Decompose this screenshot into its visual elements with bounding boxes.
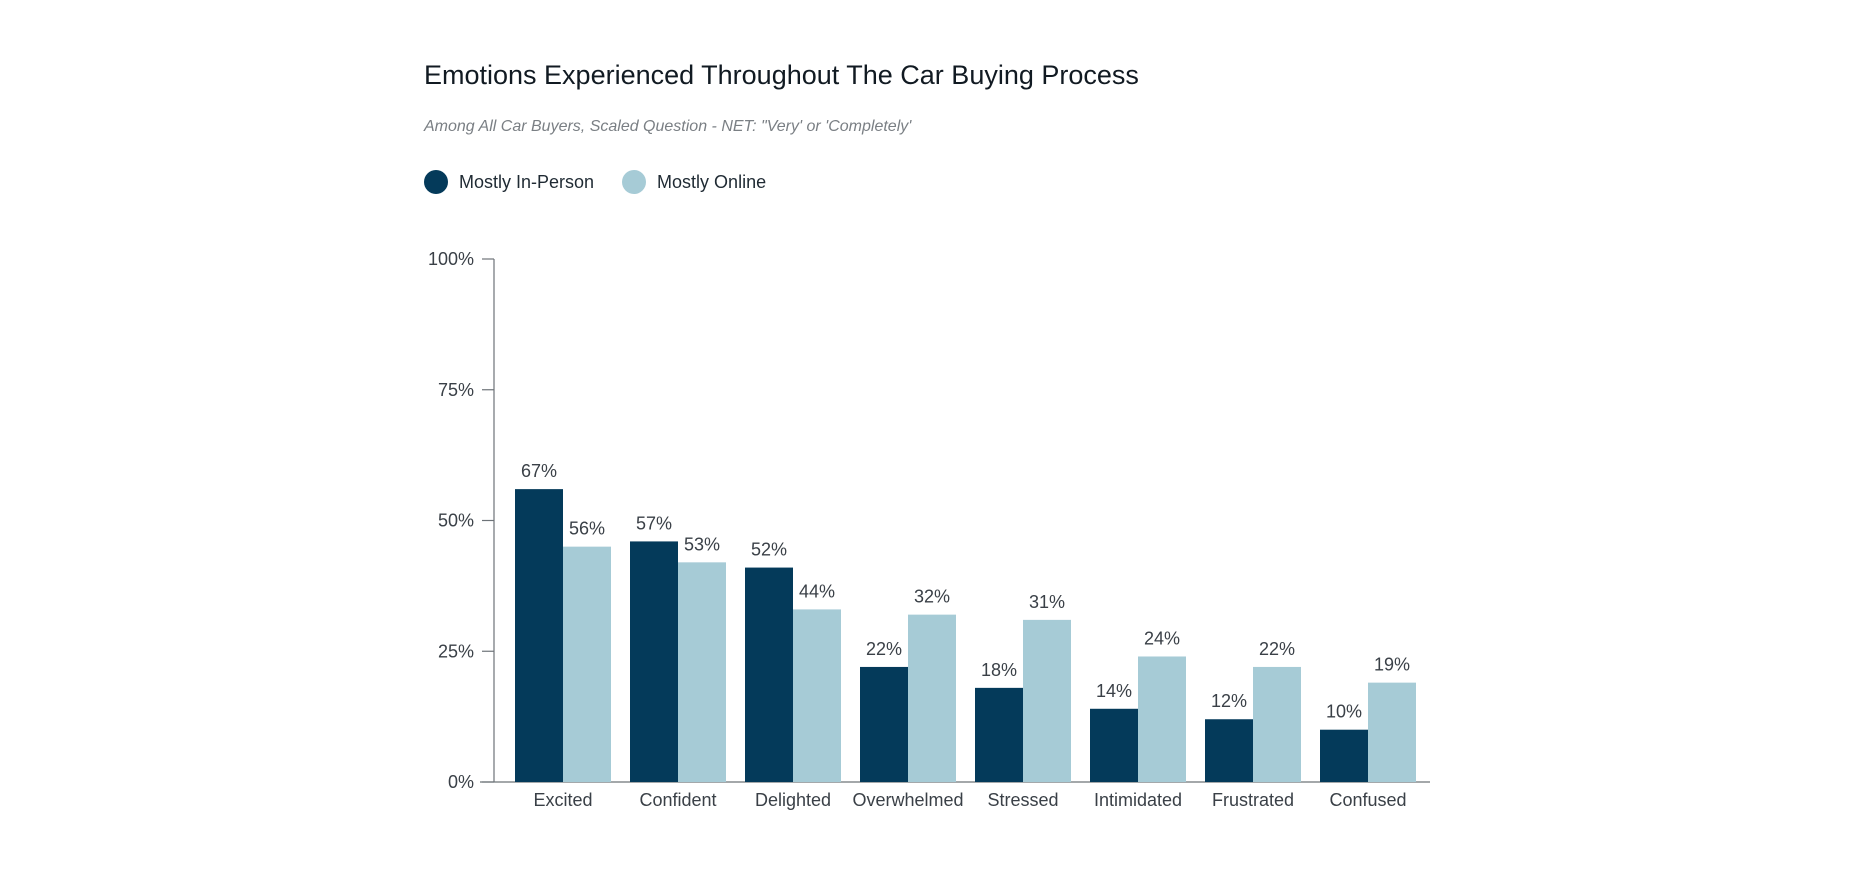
- x-category-label: Confident: [639, 790, 716, 810]
- x-category-label: Stressed: [987, 790, 1058, 810]
- data-label-online: 56%: [569, 519, 605, 539]
- x-category-label: Confused: [1329, 790, 1406, 810]
- x-category-label: Delighted: [755, 790, 831, 810]
- legend-swatch-online: [622, 170, 647, 194]
- data-label-in-person: 52%: [751, 540, 787, 560]
- bar-in-person: [975, 687, 1023, 782]
- data-label-online: 22%: [1259, 639, 1295, 659]
- bar-in-person: [630, 541, 678, 782]
- bar-online: [908, 614, 956, 782]
- data-label-online: 53%: [684, 534, 720, 554]
- bar-in-person: [1205, 719, 1253, 782]
- data-label-in-person: 67%: [521, 461, 557, 481]
- x-category-label: Excited: [533, 790, 592, 810]
- data-label-online: 44%: [799, 581, 835, 601]
- bar-online: [1253, 666, 1301, 782]
- data-label-online: 19%: [1374, 655, 1410, 675]
- chart-title: Emotions Experienced Throughout The Car …: [424, 60, 1139, 90]
- bar-in-person: [860, 666, 908, 782]
- bar-in-person: [745, 567, 793, 782]
- y-tick-label: 50%: [438, 511, 474, 531]
- data-label-in-person: 18%: [981, 660, 1017, 680]
- x-category-label: Overwhelmed: [852, 790, 963, 810]
- bar-online: [1368, 682, 1416, 782]
- bar-in-person: [515, 489, 563, 782]
- bar-in-person: [1320, 729, 1368, 782]
- data-label-in-person: 10%: [1326, 702, 1362, 722]
- y-tick-label: 0%: [448, 772, 474, 792]
- legend-item-online: Mostly Online: [622, 170, 766, 194]
- chart-subtitle: Among All Car Buyers, Scaled Question - …: [424, 118, 912, 135]
- bar-online: [1023, 619, 1071, 782]
- bar-online: [678, 562, 726, 782]
- y-tick-label: 75%: [438, 380, 474, 400]
- legend-item-in-person: Mostly In-Person: [424, 170, 594, 194]
- bar-in-person: [1090, 708, 1138, 782]
- data-label-in-person: 57%: [636, 513, 672, 533]
- data-label-in-person: 22%: [866, 639, 902, 659]
- data-label-online: 32%: [914, 587, 950, 607]
- chart-legend: Mostly In-Person Mostly Online: [424, 170, 794, 194]
- data-label-in-person: 12%: [1211, 691, 1247, 711]
- legend-swatch-in-person: [424, 170, 448, 194]
- bar-online: [563, 546, 611, 782]
- x-category-label: Intimidated: [1094, 790, 1182, 810]
- y-tick-label: 25%: [438, 641, 474, 661]
- legend-label-online: Mostly Online: [657, 171, 767, 192]
- legend-label-in-person: Mostly In-Person: [459, 171, 595, 192]
- data-label-online: 31%: [1029, 592, 1065, 612]
- data-label-online: 24%: [1144, 628, 1180, 648]
- bar-online: [793, 609, 841, 782]
- data-label-in-person: 14%: [1096, 681, 1132, 701]
- bar-online: [1138, 656, 1186, 782]
- x-category-label: Frustrated: [1212, 790, 1294, 810]
- y-tick-label: 100%: [428, 249, 474, 269]
